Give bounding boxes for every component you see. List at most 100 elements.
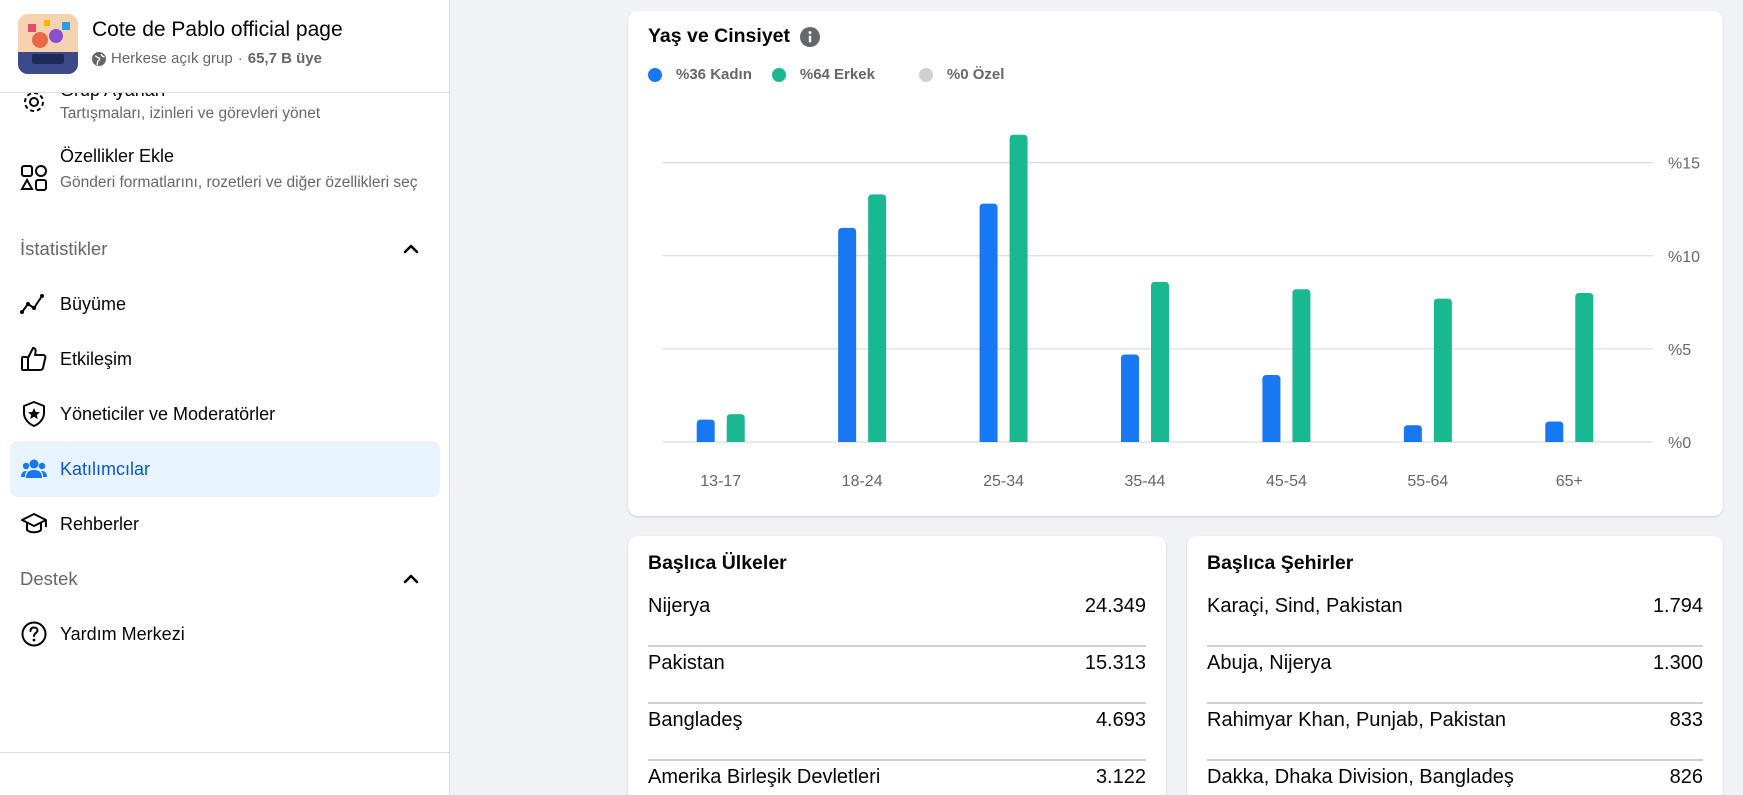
x-tick-label: 35-44 <box>1125 473 1166 490</box>
chevron-up-icon[interactable] <box>402 240 420 258</box>
bar-female-45-54[interactable] <box>1262 374 1281 442</box>
bar-male-25-34[interactable] <box>1009 134 1028 442</box>
table-row: Dakka, Dhaka Division, Bangladeş 826 <box>1207 761 1703 795</box>
city-name: Karaçi, Sind, Pakistan <box>1207 595 1403 617</box>
chart-legend: %36 Kadın %64 Erkek %0 Özel <box>648 66 1004 83</box>
legend-label: %0 Özel <box>946 66 1005 83</box>
country-count: 4.693 <box>1095 709 1146 731</box>
sidebar-item-growth[interactable]: Büyüme <box>10 276 440 332</box>
city-count: 826 <box>1669 766 1703 788</box>
table-row: Nijerya 24.349 <box>648 590 1146 647</box>
bar-female-55-64[interactable] <box>1403 425 1422 442</box>
bar-male-35-44[interactable] <box>1151 281 1169 442</box>
city-count: 1.794 <box>1652 595 1703 617</box>
gear-icon <box>20 88 48 116</box>
country-name: Amerika Birleşik Devletleri <box>648 766 881 788</box>
sidebar-item-help-center[interactable]: Yardım Merkezi <box>10 606 440 662</box>
group-header: Cote de Pablo official page Herkese açık… <box>0 0 449 93</box>
people-icon <box>20 455 48 483</box>
city-name: Rahimyar Khan, Punjab, Pakistan <box>1207 709 1507 731</box>
sidebar-item-label: Yardım Merkezi <box>60 623 185 644</box>
age-gender-title: Yaş ve Cinsiyet <box>648 25 821 48</box>
info-icon[interactable] <box>800 26 821 47</box>
sidebar-item-engagement[interactable]: Etkileşim <box>10 331 440 387</box>
support-section-header[interactable]: Destek <box>20 564 420 594</box>
add-features-desc: Gönderi formatlarını, rozetleri ve diğer… <box>60 174 418 191</box>
sidebar-item-label: Büyüme <box>60 293 127 314</box>
member-count: 65,7 B üye <box>247 50 322 67</box>
legend-item-private: %0 Özel <box>918 66 1005 83</box>
city-name: Dakka, Dhaka Division, Bangladeş <box>1207 766 1514 788</box>
age-gender-bar-chart: %0 %5 %10 %15 13-17 18-24 25-34 35-44 45-54 55-64… <box>663 134 1700 490</box>
bar-male-65+[interactable] <box>1575 293 1594 442</box>
bar-female-25-34[interactable] <box>979 203 998 442</box>
support-section-title: Destek <box>20 568 78 589</box>
country-count: 24.349 <box>1084 595 1146 617</box>
age-gender-card: Yaş ve Cinsiyet %36 Kadın %64 Erkek %0 Ö… <box>628 11 1723 516</box>
sidebar-item-guides[interactable]: Rehberler <box>10 496 440 552</box>
globe-icon <box>92 51 106 66</box>
bar-female-35-44[interactable] <box>1121 354 1139 442</box>
table-row: Abuja, Nijerya 1.300 <box>1207 647 1703 704</box>
x-tick-label: 13-17 <box>700 473 741 490</box>
city-count: 1.300 <box>1652 652 1703 674</box>
y-tick-label: %15 <box>1668 156 1700 173</box>
table-row: Karaçi, Sind, Pakistan 1.794 <box>1207 590 1703 647</box>
city-name: Abuja, Nijerya <box>1207 652 1332 674</box>
sidebar-footer-divider <box>0 752 449 753</box>
bar-male-55-64[interactable] <box>1433 298 1452 442</box>
add-features-item[interactable]: Özellikler Ekle Gönderi formatlarını, ro… <box>10 140 440 216</box>
x-tick-label: 18-24 <box>842 473 883 490</box>
group-avatar[interactable] <box>18 14 78 74</box>
question-circle-icon <box>20 620 48 648</box>
x-tick-label: 25-34 <box>983 473 1024 490</box>
bar-female-65+[interactable] <box>1545 421 1564 442</box>
x-tick-label: 45-54 <box>1266 473 1307 490</box>
group-settings-desc: Tartışmaları, izinleri ve görevleri yöne… <box>60 105 321 122</box>
sidebar-item-admins[interactable]: Yöneticiler ve Moderatörler <box>10 386 440 442</box>
legend-item-male: %64 Erkek <box>771 66 875 83</box>
shapes-icon <box>20 164 48 192</box>
legend-label: %36 Kadın <box>676 66 752 83</box>
top-countries-title: Başlıca Ülkeler <box>648 552 787 574</box>
bar-female-18-24[interactable] <box>838 227 857 442</box>
legend-item-female: %36 Kadın <box>648 66 752 83</box>
growth-icon <box>20 290 48 318</box>
country-name: Pakistan <box>648 652 725 674</box>
meta-separator: · <box>237 50 243 67</box>
table-row: Pakistan 15.313 <box>648 647 1146 704</box>
top-cities-title: Başlıca Şehirler <box>1207 552 1354 574</box>
left-sidebar: Grup Ayarları Tartışmaları, izinleri ve … <box>0 0 450 795</box>
bar-male-18-24[interactable] <box>868 194 887 442</box>
legend-dot <box>918 67 933 82</box>
add-features-title: Özellikler Ekle <box>60 146 175 166</box>
age-gender-title-text: Yaş ve Cinsiyet <box>648 25 791 47</box>
bar-male-13-17[interactable] <box>726 414 745 442</box>
country-count: 3.122 <box>1095 766 1146 788</box>
top-cities-card: Başlıca Şehirler Karaçi, Sind, Pakistan … <box>1187 536 1723 795</box>
table-row: Amerika Birleşik Devletleri 3.122 <box>648 761 1146 795</box>
bar-male-45-54[interactable] <box>1292 289 1311 442</box>
country-name: Nijerya <box>648 595 711 617</box>
country-name: Bangladeş <box>648 709 743 731</box>
legend-dot <box>771 67 786 82</box>
y-tick-label: %5 <box>1668 342 1691 359</box>
group-meta: Herkese açık grup · 65,7 B üye <box>92 50 322 67</box>
x-tick-label: 65+ <box>1556 473 1583 490</box>
top-countries-card: Başlıca Ülkeler Nijerya 24.349 Pakistan … <box>628 536 1166 795</box>
sidebar-item-label: Rehberler <box>60 513 140 534</box>
thumbs-up-icon <box>20 345 48 373</box>
x-tick-label: 55-64 <box>1407 473 1448 490</box>
group-privacy: Herkese açık grup <box>111 50 233 67</box>
bar-female-13-17[interactable] <box>696 419 715 442</box>
y-tick-label: %10 <box>1668 249 1700 266</box>
chevron-up-icon[interactable] <box>402 570 420 588</box>
sidebar-item-members[interactable]: Katılımcılar <box>10 441 440 497</box>
sidebar-item-label: Yöneticiler ve Moderatörler <box>60 403 276 424</box>
sidebar-item-label: Katılımcılar <box>60 458 151 479</box>
table-row: Bangladeş 4.693 <box>648 704 1146 761</box>
stats-section-title: İstatistikler <box>20 238 108 259</box>
stats-section-header[interactable]: İstatistikler <box>20 234 420 264</box>
shield-star-icon <box>20 400 48 428</box>
group-name[interactable]: Cote de Pablo official page <box>92 18 343 41</box>
